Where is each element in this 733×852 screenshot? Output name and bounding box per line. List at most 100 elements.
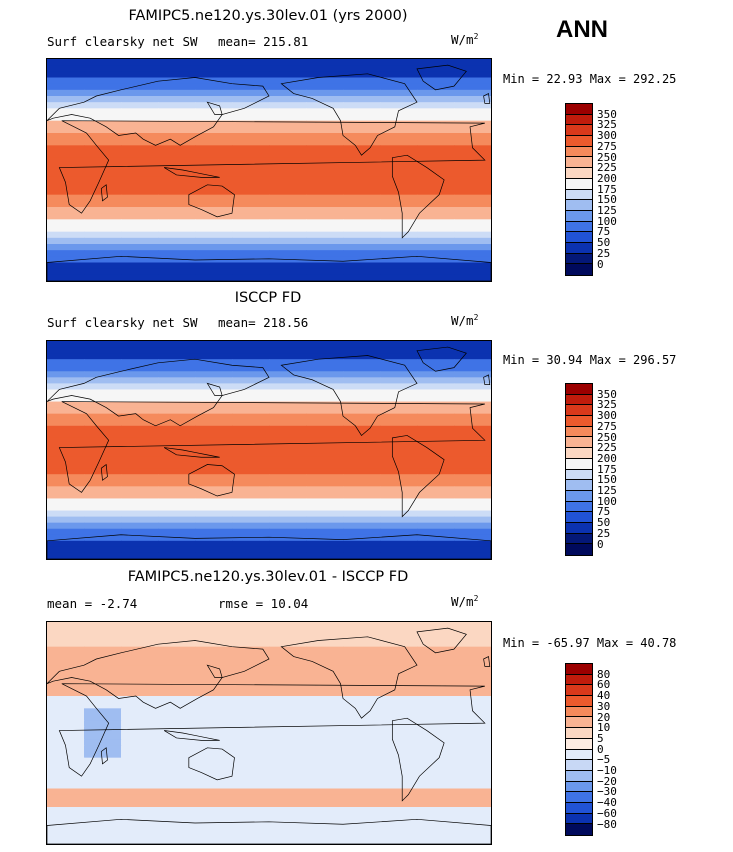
map-cell: [417, 371, 455, 378]
map-cell: [158, 268, 196, 276]
map-cell: [232, 139, 270, 146]
map-cell: [306, 274, 344, 281]
map-cell: [84, 683, 122, 691]
map-cell: [380, 522, 418, 530]
map-cell: [306, 474, 344, 481]
map-cell: [232, 359, 270, 366]
map-cell: [306, 371, 344, 378]
map-cell: [306, 383, 344, 391]
map-cell: [380, 659, 418, 666]
map-cell: [47, 383, 85, 391]
map-cell: [158, 213, 196, 220]
map-cell: [47, 634, 85, 642]
map-cell: [454, 383, 491, 391]
colorbar-swatch: [566, 426, 592, 438]
map-cell: [343, 708, 381, 716]
map-cell: [121, 516, 159, 524]
map-cell: [84, 745, 122, 753]
map-cell: [232, 244, 270, 251]
map-cell: [121, 170, 159, 177]
map-cell: [343, 163, 381, 171]
map-cell: [269, 262, 307, 270]
map-cell: [232, 628, 270, 635]
map-cell: [454, 213, 491, 220]
map-cell: [121, 665, 159, 672]
map-cell: [232, 726, 270, 734]
map-cell: [158, 83, 196, 91]
map-cell: [380, 237, 418, 245]
map-cell: [454, 622, 491, 629]
map-cell: [158, 640, 196, 648]
map-cell: [380, 157, 418, 165]
map-cell: [232, 126, 270, 134]
map-cell: [47, 486, 85, 493]
map-cell: [380, 702, 418, 709]
map-cell: [84, 492, 122, 500]
colorbar-swatch: [566, 384, 592, 395]
map-cell: [306, 120, 344, 128]
map-cell: [158, 176, 196, 183]
map-cell: [454, 437, 491, 445]
map-cell: [417, 628, 455, 635]
map-cell: [232, 219, 270, 227]
map-cell: [343, 745, 381, 753]
map-cell: [343, 407, 381, 415]
map-cell: [306, 413, 344, 421]
map-cell: [84, 782, 122, 790]
colorbar-swatch: [566, 760, 592, 771]
map-cell: [47, 689, 85, 697]
map-cell: [47, 552, 85, 559]
map-cell: [343, 213, 381, 220]
map-cell: [195, 213, 233, 220]
map-cell: [84, 237, 122, 245]
map-cell: [195, 365, 233, 372]
map-cell: [454, 200, 491, 208]
map-cell: [380, 170, 418, 177]
map-cell: [269, 157, 307, 165]
map-cell: [195, 419, 233, 427]
map-cell: [158, 407, 196, 415]
map-cell: [47, 425, 85, 433]
map-cell: [195, 652, 233, 660]
map-cell: [269, 640, 307, 648]
map-cell: [306, 708, 344, 716]
map-cell: [269, 825, 307, 833]
map-cell: [158, 188, 196, 196]
map-cell: [306, 425, 344, 433]
map-cell: [417, 462, 455, 469]
map-cell: [195, 114, 233, 122]
map-cell: [417, 837, 455, 844]
map-cell: [158, 77, 196, 85]
map-cell: [380, 96, 418, 103]
map-cell: [47, 407, 85, 415]
map-cell: [269, 708, 307, 716]
map-cell: [121, 182, 159, 190]
map-cell: [232, 200, 270, 208]
map-cell: [84, 77, 122, 85]
map-cell: [232, 683, 270, 691]
map-cell: [121, 492, 159, 500]
map-cell: [232, 231, 270, 239]
colorbar-tick-label: 250: [597, 430, 617, 444]
map-cell: [417, 213, 455, 220]
min-max-label: Min = 30.94 Max = 296.57: [503, 353, 677, 367]
map-cell: [47, 262, 85, 270]
map-cell: [343, 652, 381, 660]
map-cell: [380, 120, 418, 128]
map-cell: [417, 622, 455, 629]
map-cell: [269, 696, 307, 703]
map-cell: [306, 646, 344, 654]
map-cell: [417, 407, 455, 415]
map-cell: [417, 108, 455, 116]
map-cell: [121, 659, 159, 666]
map-cell: [121, 353, 159, 360]
map-cell: [195, 151, 233, 159]
map-cell: [47, 450, 85, 457]
map-cell: [84, 776, 122, 783]
map-cell: [47, 89, 85, 97]
map-cell: [417, 341, 455, 348]
map-cell: [158, 182, 196, 190]
map-cell: [158, 689, 196, 697]
map-cell: [454, 237, 491, 245]
coastline: [164, 448, 220, 458]
